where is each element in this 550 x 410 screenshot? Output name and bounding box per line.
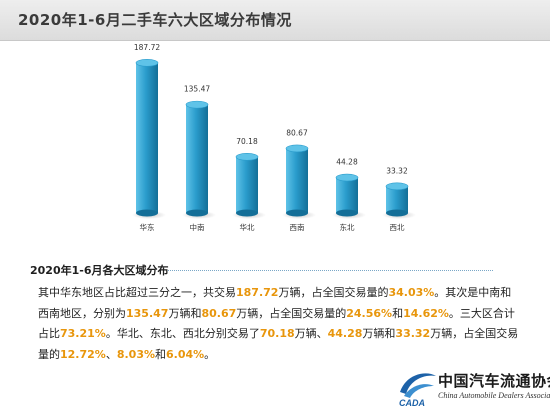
bar-top bbox=[235, 153, 259, 161]
bar-chart: 187.72 华东 135.47 中南 70.18 华北 80.67 西南 44.28 东北 33.… bbox=[132, 43, 416, 232]
association-logo: CADA 中国汽车流通协会 China Automobile Dealers A… bbox=[396, 366, 550, 410]
bar bbox=[186, 104, 208, 213]
bar-value-label: 33.32 bbox=[386, 166, 408, 175]
category-label: 中南 bbox=[190, 222, 205, 232]
paragraph-text: 其中华东地区占比超过三分之一，共交易 bbox=[38, 286, 236, 299]
bar bbox=[336, 177, 358, 213]
bar bbox=[286, 148, 308, 213]
bar-base bbox=[136, 209, 158, 217]
paragraph-text: 万辆，占全国交易量的 bbox=[38, 327, 519, 361]
bar-base bbox=[186, 209, 208, 217]
bar-value-label: 187.72 bbox=[134, 43, 160, 52]
paragraph-text: 万辆、 bbox=[294, 327, 328, 340]
paragraph-text: 、 bbox=[105, 347, 117, 361]
highlight-value: 44.28 bbox=[327, 327, 363, 340]
highlight-value: 24.56% bbox=[346, 306, 393, 320]
section-title: 2020年1-6月各大区域分布 bbox=[30, 264, 169, 277]
paragraph-text: 。三大区合计占比 bbox=[38, 306, 515, 341]
bar bbox=[136, 62, 158, 213]
highlight-value: 14.62% bbox=[403, 306, 449, 320]
bar-top bbox=[335, 173, 359, 182]
bar-base bbox=[286, 209, 308, 217]
highlight-value: 135.47 bbox=[126, 306, 169, 320]
category-label: 东北 bbox=[340, 222, 355, 232]
bar bbox=[236, 156, 258, 213]
highlight-value: 12.72% bbox=[60, 347, 106, 361]
paragraph-text: 万辆，占全国交易量的 bbox=[278, 286, 389, 299]
category-label: 西北 bbox=[390, 223, 405, 232]
logo-english-name: China Automobile Dealers Association bbox=[438, 391, 550, 400]
title-bar: 2020年1-6月二手车六大区域分布情况 bbox=[0, 0, 550, 41]
logo-chinese-name: 中国汽车流通协会 bbox=[438, 372, 550, 390]
highlight-value: 8.03% bbox=[116, 347, 155, 361]
highlight-value: 187.72 bbox=[236, 286, 279, 299]
section-divider bbox=[168, 270, 493, 271]
bar-base bbox=[236, 209, 258, 217]
paragraph-text: 。华北、东北、西北分别交易了 bbox=[105, 327, 260, 340]
category-label: 华东 bbox=[140, 222, 155, 232]
bar-top bbox=[385, 182, 409, 191]
bar-top bbox=[185, 100, 209, 109]
summary-paragraph: 其中华东地区占比超过三分之一，共交易187.72万辆，占全国交易量的34.03%… bbox=[38, 283, 520, 365]
category-label: 华北 bbox=[240, 222, 255, 232]
page-title: 2020年1-6月二手车六大区域分布情况 bbox=[18, 11, 292, 29]
paragraph-text: 。 bbox=[204, 347, 216, 361]
paragraph-text: 和 bbox=[392, 306, 404, 320]
bar-value-label: 80.67 bbox=[286, 128, 308, 137]
bar-top bbox=[285, 144, 309, 153]
paragraph-text: 万辆和 bbox=[168, 306, 202, 320]
bar bbox=[386, 186, 408, 213]
bar-value-label: 135.47 bbox=[184, 85, 210, 94]
paragraph-text: 万辆和 bbox=[362, 327, 396, 340]
logo-mark-text: CADA bbox=[399, 398, 425, 408]
highlight-value: 80.67 bbox=[201, 306, 237, 320]
paragraph-text: 和 bbox=[155, 347, 166, 361]
category-label: 西南 bbox=[290, 222, 305, 232]
paragraph-text: 万辆，占全国交易量的 bbox=[236, 306, 347, 320]
highlight-value: 6.04% bbox=[166, 347, 205, 361]
bar-value-label: 70.18 bbox=[236, 137, 258, 146]
highlight-value: 70.18 bbox=[259, 327, 295, 340]
cada-swoosh-icon: CADA bbox=[399, 373, 436, 408]
bar-base bbox=[386, 209, 408, 217]
bar-base bbox=[336, 209, 358, 217]
bar-top bbox=[135, 59, 159, 67]
highlight-value: 73.21% bbox=[60, 327, 106, 340]
highlight-value: 34.03% bbox=[388, 286, 435, 299]
paragraph-text: 。其次是中南和西南地区，分别为 bbox=[38, 286, 512, 320]
highlight-value: 33.32 bbox=[395, 327, 431, 340]
bar-value-label: 44.28 bbox=[336, 158, 358, 167]
